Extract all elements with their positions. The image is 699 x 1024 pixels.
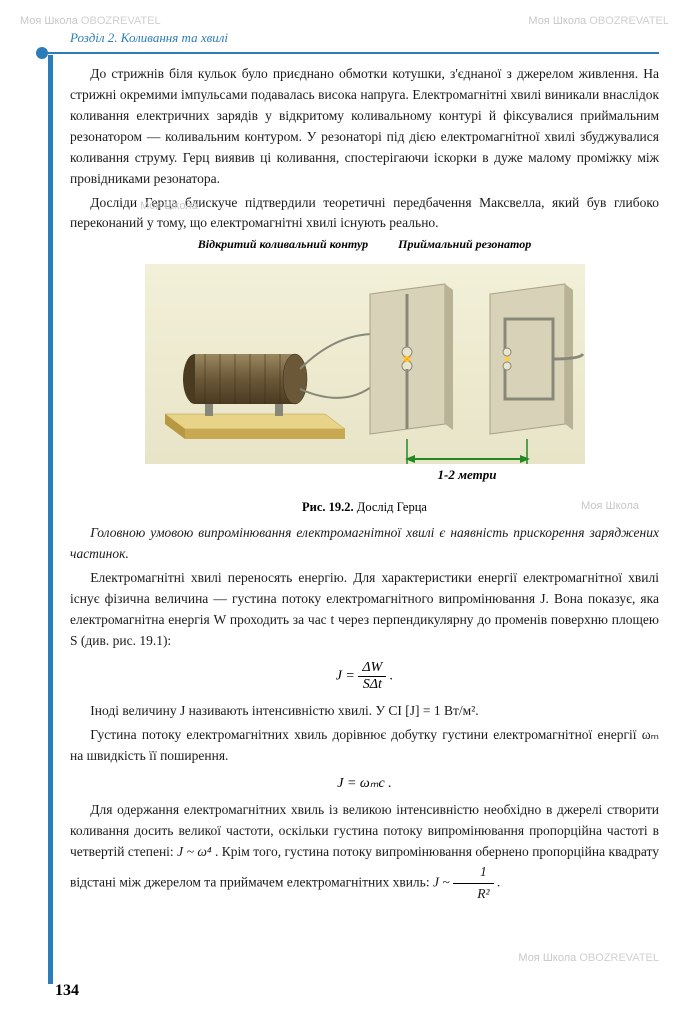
paragraph-5: Іноді величину J називають інтенсивністю… [70, 701, 659, 722]
base-platform [165, 414, 345, 439]
figure-caption: Рис. 19.2. Дослід Герца [70, 500, 659, 515]
section-header: Розділ 2. Коливання та хвилі [70, 30, 659, 46]
formula-4-lhs: J ~ [433, 875, 450, 890]
figure-label-left: Відкритий коливальний контур [198, 237, 368, 252]
formula-1-denominator: SΔt [358, 677, 386, 693]
receiver-frame [490, 284, 583, 434]
textbook-page: Розділ 2. Коливання та хвилі До стрижнів… [0, 0, 699, 1024]
paragraph-2: Досліди Герца блискуче підтвердили теоре… [70, 193, 659, 235]
page-number: 134 [55, 982, 79, 1000]
left-margin-bar [48, 55, 53, 984]
paragraph-7: Для одержання електромагнітних хвиль із … [70, 800, 659, 906]
formula-4-denominator: R² [453, 884, 494, 905]
paragraph-6: Густина потоку електромагнітних хвиль до… [70, 725, 659, 767]
formula-intensity: J = ΔW SΔt . [70, 660, 659, 693]
watermark: Моя Школа OBOZREVATEL [20, 15, 161, 27]
figure-container: 1-2 метри Рис. 19.2. Дослід Герца [70, 264, 659, 515]
header-rule [48, 52, 659, 54]
paragraph-3-italic: Головною умовою випромінювання електрома… [70, 523, 659, 565]
watermark: Моя Школа OBOZREVATEL [528, 15, 669, 27]
figure-label-right: Приймальний резонатор [398, 237, 531, 252]
svg-text:1-2 метри: 1-2 метри [437, 467, 496, 482]
figure-labels-row: Відкритий коливальний контур Приймальний… [70, 237, 659, 252]
formula-4-numerator: 1 [453, 862, 494, 884]
formula-1-numerator: ΔW [358, 660, 386, 677]
hertz-experiment-diagram: 1-2 метри [145, 264, 585, 494]
formula-energy-density: J = ωₘc . [70, 775, 659, 792]
formula-freq-power: J ~ ω⁴ [177, 844, 211, 859]
watermark: Моя Школа OBOZREVATEL [518, 952, 659, 964]
paragraph-4: Електромагнітні хвилі переносять енергію… [70, 568, 659, 652]
figure-caption-number: Рис. 19.2. [302, 500, 354, 514]
formula-1-lhs: J = [336, 669, 355, 684]
transmitter-frame [370, 284, 453, 434]
figure-caption-text: Дослід Герца [354, 500, 427, 514]
paragraph-1: До стрижнів біля кульок було приєднано о… [70, 64, 659, 190]
